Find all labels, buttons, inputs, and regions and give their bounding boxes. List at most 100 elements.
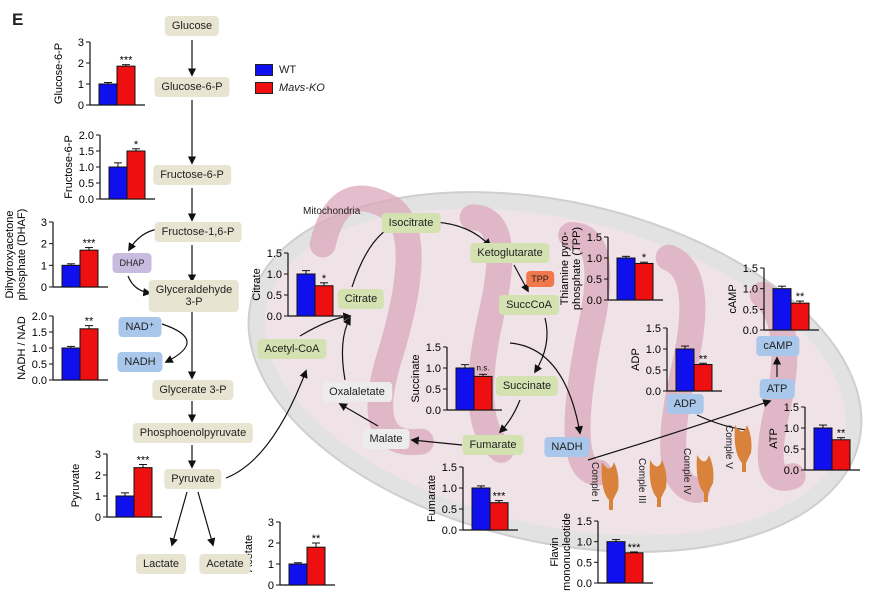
- arrow: [410, 436, 463, 446]
- bar-ko: [790, 302, 810, 331]
- node-glucose-6-p: Glucose-6-P: [154, 77, 230, 97]
- y-tick-label: 0.0: [577, 578, 592, 590]
- significance-label: **: [312, 533, 321, 545]
- bar-ko: [133, 467, 153, 518]
- bar-ko: [489, 502, 509, 531]
- y-tick-label: 0.0: [79, 194, 94, 206]
- arrow: [433, 221, 492, 248]
- arrow: [513, 264, 529, 293]
- panel-label: E: [12, 10, 24, 29]
- y-tick-label: 1.5: [442, 462, 457, 474]
- node-g3p-line1: Glyceraldehyde: [155, 284, 233, 296]
- arrow: [587, 399, 772, 461]
- y-tick-label: 2: [78, 58, 84, 70]
- bar-ko: [624, 552, 644, 584]
- y-tick-label: 0.5: [646, 365, 661, 377]
- node-oxalaletate: Oxalaletate: [322, 382, 392, 402]
- y-tick-label: 2: [95, 470, 101, 482]
- significance-label: ***: [83, 238, 97, 250]
- y-axis-label: Dihydroxyacetone: [4, 210, 16, 298]
- node-glucose: Glucose: [164, 16, 220, 36]
- bar-wt: [772, 288, 792, 331]
- y-axis-label: phosphate (TPP): [571, 227, 583, 310]
- legend-label-ko: Mavs-KO: [279, 82, 325, 94]
- bar-ko: [79, 249, 99, 288]
- node-adp: ADP: [666, 394, 704, 414]
- arrow: [299, 312, 352, 337]
- mitochondria-label: Mitochondria: [303, 206, 361, 217]
- significance-label: ***: [628, 542, 642, 554]
- bar-wt: [288, 563, 308, 586]
- bar-ko: [831, 439, 851, 471]
- arrow: [498, 399, 521, 434]
- y-tick-label: 3: [41, 217, 47, 229]
- y-tick-label: 1.0: [79, 162, 94, 174]
- node-citrate: Citrate: [337, 289, 385, 309]
- significance-label: **: [837, 428, 846, 440]
- arrow: [341, 316, 351, 381]
- y-tick-label: 0.0: [587, 295, 602, 307]
- arrow: [169, 491, 188, 547]
- y-tick-label: 0: [95, 512, 101, 524]
- y-axis-label: ATP: [768, 428, 780, 449]
- y-tick-label: 3: [268, 517, 274, 529]
- arrow: [127, 275, 152, 297]
- node-isocitrate: Isocitrate: [381, 213, 441, 233]
- complex-4-icon: [696, 455, 714, 502]
- significance-label: ***: [493, 491, 507, 503]
- complex-1-icon: [601, 462, 619, 510]
- y-tick-label: 1: [41, 260, 47, 272]
- connector: [696, 414, 749, 431]
- y-tick-label: 0.5: [784, 444, 799, 456]
- legend-wt: WT: [255, 64, 296, 76]
- bar-wt: [471, 487, 491, 531]
- legend-swatch-ko: [255, 82, 273, 94]
- node-lactate: Lactate: [135, 554, 187, 574]
- y-tick-label: 1.5: [646, 323, 661, 335]
- y-tick-label: 1.0: [646, 344, 661, 356]
- y-tick-label: 1.5: [577, 516, 592, 528]
- significance-label: n.s.: [477, 363, 490, 372]
- bar-ko: [306, 546, 326, 586]
- bar-wt: [455, 367, 475, 411]
- node-mito-nadh: NADH: [544, 437, 590, 457]
- y-tick-label: 1: [268, 559, 274, 571]
- y-tick-label: 1.0: [577, 537, 592, 549]
- y-axis-label: Fructose-6-P: [63, 135, 75, 199]
- y-tick-label: 1.5: [784, 402, 799, 414]
- y-tick-label: 1: [95, 491, 101, 503]
- y-axis-label: cAMP: [727, 284, 739, 313]
- y-tick-label: 1.5: [426, 342, 441, 354]
- y-tick-label: 0.0: [646, 386, 661, 398]
- significance-label: **: [699, 353, 708, 365]
- y-tick-label: 0.0: [426, 405, 441, 417]
- arrow: [534, 317, 548, 374]
- node-ketoglutarate: Ketoglutarate: [470, 243, 550, 263]
- y-tick-label: 1.5: [79, 146, 94, 158]
- y-tick-label: 0: [41, 282, 47, 294]
- y-tick-label: 1.5: [743, 263, 758, 275]
- node-tpp: TPP: [526, 271, 554, 287]
- y-tick-label: 0.0: [267, 311, 282, 323]
- bar-ko: [473, 375, 493, 411]
- node-fructose-6-p: Fructose-6-P: [153, 165, 231, 185]
- y-axis-label: Succinate: [410, 354, 422, 402]
- significance-label: ***: [120, 55, 134, 67]
- y-axis-label: mononucleotide: [561, 513, 573, 591]
- legend-swatch-wt: [255, 64, 273, 76]
- significance-label: **: [796, 291, 805, 303]
- significance-label: *: [322, 273, 327, 285]
- arrow: [338, 403, 379, 427]
- y-tick-label: 0: [78, 100, 84, 112]
- significance-label: *: [642, 252, 647, 264]
- bar-ko: [314, 285, 334, 317]
- node-glyceraldehyde-3-p: Glyceraldehyde 3-P: [148, 280, 240, 312]
- significance-label: ***: [137, 455, 151, 467]
- complex-4-label: Comple IV: [681, 448, 692, 495]
- y-axis-label: Fumarate: [426, 475, 438, 522]
- y-tick-label: 3: [95, 449, 101, 461]
- y-tick-label: 1.5: [32, 327, 47, 339]
